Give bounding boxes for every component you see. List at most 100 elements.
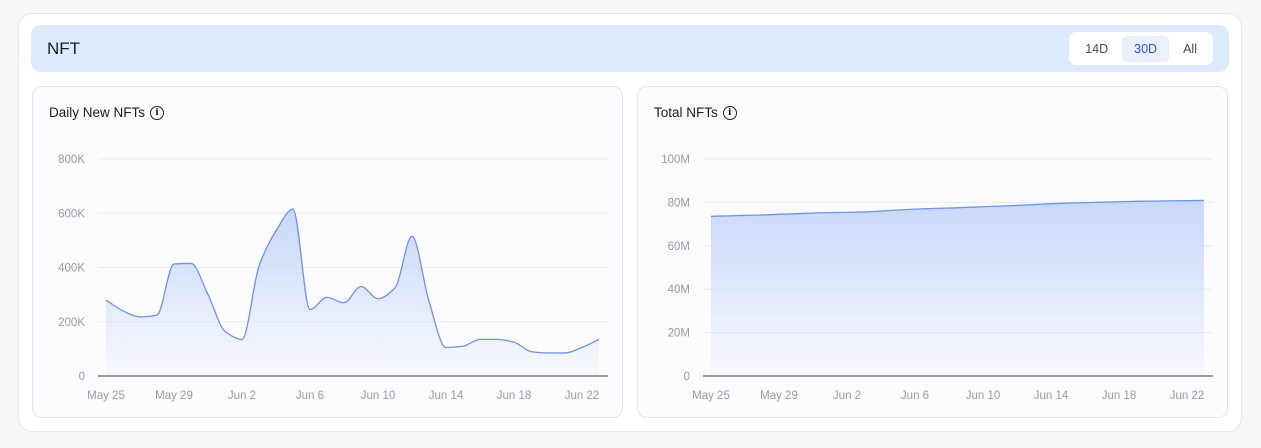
data-point[interactable] (100, 294, 112, 306)
data-point[interactable] (406, 230, 418, 242)
data-point[interactable] (722, 210, 734, 222)
data-point[interactable] (559, 347, 571, 359)
data-point[interactable] (1045, 198, 1057, 210)
data-point[interactable] (253, 260, 265, 272)
data-point[interactable] (858, 206, 870, 218)
data-point[interactable] (287, 203, 299, 215)
data-point[interactable] (1113, 196, 1125, 208)
data-point[interactable] (705, 210, 717, 222)
x-tick-label: Jun 10 (966, 390, 1001, 402)
data-point[interactable] (474, 333, 486, 345)
data-point[interactable] (423, 295, 435, 307)
y-tick-label: 200K (58, 317, 85, 329)
data-point[interactable] (1164, 195, 1176, 207)
y-tick-label: 100M (661, 154, 690, 166)
data-point[interactable] (440, 342, 452, 354)
y-tick-label: 800K (58, 154, 85, 166)
data-point[interactable] (1198, 194, 1210, 206)
chart-svg: 0 20M 40M 60M 80M 100M May 25 May 29 Jun 2 Jun 6 J… (661, 154, 1213, 402)
range-selector: 14D 30D All (1069, 32, 1213, 65)
data-point[interactable] (185, 257, 197, 269)
y-tick-label: 60M (668, 241, 690, 253)
x-tick-label: Jun 10 (361, 390, 396, 402)
data-point[interactable] (236, 333, 248, 345)
x-tick-label: Jun 18 (1102, 390, 1137, 402)
data-point[interactable] (491, 333, 503, 345)
data-point[interactable] (321, 291, 333, 303)
data-point[interactable] (875, 205, 887, 217)
data-point[interactable] (117, 305, 129, 317)
data-point[interactable] (389, 282, 401, 294)
data-point[interactable] (1062, 197, 1074, 209)
nft-header: NFT 14D 30D All (31, 25, 1229, 72)
data-point[interactable] (926, 202, 938, 214)
chart-title-text: Total NFTs (654, 105, 718, 120)
x-tick-label: May 29 (155, 390, 193, 402)
data-point[interactable] (151, 309, 163, 321)
y-tick-label: 0 (79, 371, 85, 383)
data-point[interactable] (790, 208, 802, 220)
data-point[interactable] (1147, 195, 1159, 207)
range-30d-button[interactable]: 30D (1122, 35, 1170, 62)
x-tick-label: May 25 (692, 390, 730, 402)
data-point[interactable] (1028, 199, 1040, 211)
data-point[interactable] (270, 225, 282, 237)
info-icon[interactable]: i (150, 105, 165, 120)
info-icon[interactable]: i (722, 105, 737, 120)
data-point[interactable] (994, 200, 1006, 212)
section-title: NFT (47, 39, 81, 58)
data-point[interactable] (593, 333, 605, 345)
x-tick-label: May 29 (760, 390, 798, 402)
x-tick-label: Jun 6 (901, 390, 929, 402)
chart-title: Daily New NFTs i (49, 105, 165, 120)
x-tick-label: May 25 (87, 390, 125, 402)
x-tick-label: Jun 14 (1034, 390, 1069, 402)
data-point[interactable] (909, 203, 921, 215)
data-point[interactable] (219, 325, 231, 337)
x-tick-label: Jun 22 (1170, 390, 1205, 402)
series-line (105, 208, 600, 354)
data-point[interactable] (977, 201, 989, 213)
data-point[interactable] (824, 207, 836, 219)
data-point[interactable] (807, 207, 819, 219)
series-line (710, 199, 1205, 217)
data-point[interactable] (457, 340, 469, 352)
data-point[interactable] (960, 201, 972, 213)
chart-title: Total NFTs i (654, 105, 737, 120)
data-point[interactable] (525, 346, 537, 358)
daily-new-nfts-panel: Daily New NFTs i 0 200K 400K 600K 800K May 25… (32, 86, 623, 418)
data-point[interactable] (943, 202, 955, 214)
data-point[interactable] (304, 304, 316, 316)
data-point[interactable] (1079, 197, 1091, 209)
data-point[interactable] (1130, 195, 1142, 207)
x-tick-label: Jun 22 (565, 390, 600, 402)
x-tick-label: Jun 6 (296, 390, 324, 402)
data-point[interactable] (372, 293, 384, 305)
data-point[interactable] (739, 209, 751, 221)
data-point[interactable] (168, 258, 180, 270)
data-point[interactable] (1096, 196, 1108, 208)
data-point[interactable] (892, 204, 904, 216)
data-point[interactable] (756, 209, 768, 221)
data-point[interactable] (773, 208, 785, 220)
data-point[interactable] (508, 336, 520, 348)
chart-svg: 0 200K 400K 600K 800K May 25 May 29 Jun 2 Jun 6 J… (58, 154, 608, 402)
y-tick-label: 20M (668, 328, 690, 340)
data-point[interactable] (338, 297, 350, 309)
data-point[interactable] (355, 280, 367, 292)
data-point[interactable] (841, 206, 853, 218)
data-point[interactable] (202, 289, 214, 301)
area-fill (711, 200, 1204, 376)
range-14d-button[interactable]: 14D (1085, 41, 1109, 56)
total-nfts-panel: Total NFTs i 0 20M 40M 60M 80M 100M May 25 May … (637, 86, 1228, 418)
chart-title-text: Daily New NFTs (49, 105, 146, 120)
data-point[interactable] (134, 311, 146, 323)
data-point[interactable] (542, 347, 554, 359)
y-tick-label: 0 (684, 371, 690, 383)
data-point[interactable] (1011, 199, 1023, 211)
data-point[interactable] (1181, 195, 1193, 207)
range-all-button[interactable]: All (1183, 41, 1197, 56)
y-tick-label: 600K (58, 208, 85, 220)
x-tick-label: Jun 2 (228, 390, 256, 402)
data-point[interactable] (576, 342, 588, 354)
